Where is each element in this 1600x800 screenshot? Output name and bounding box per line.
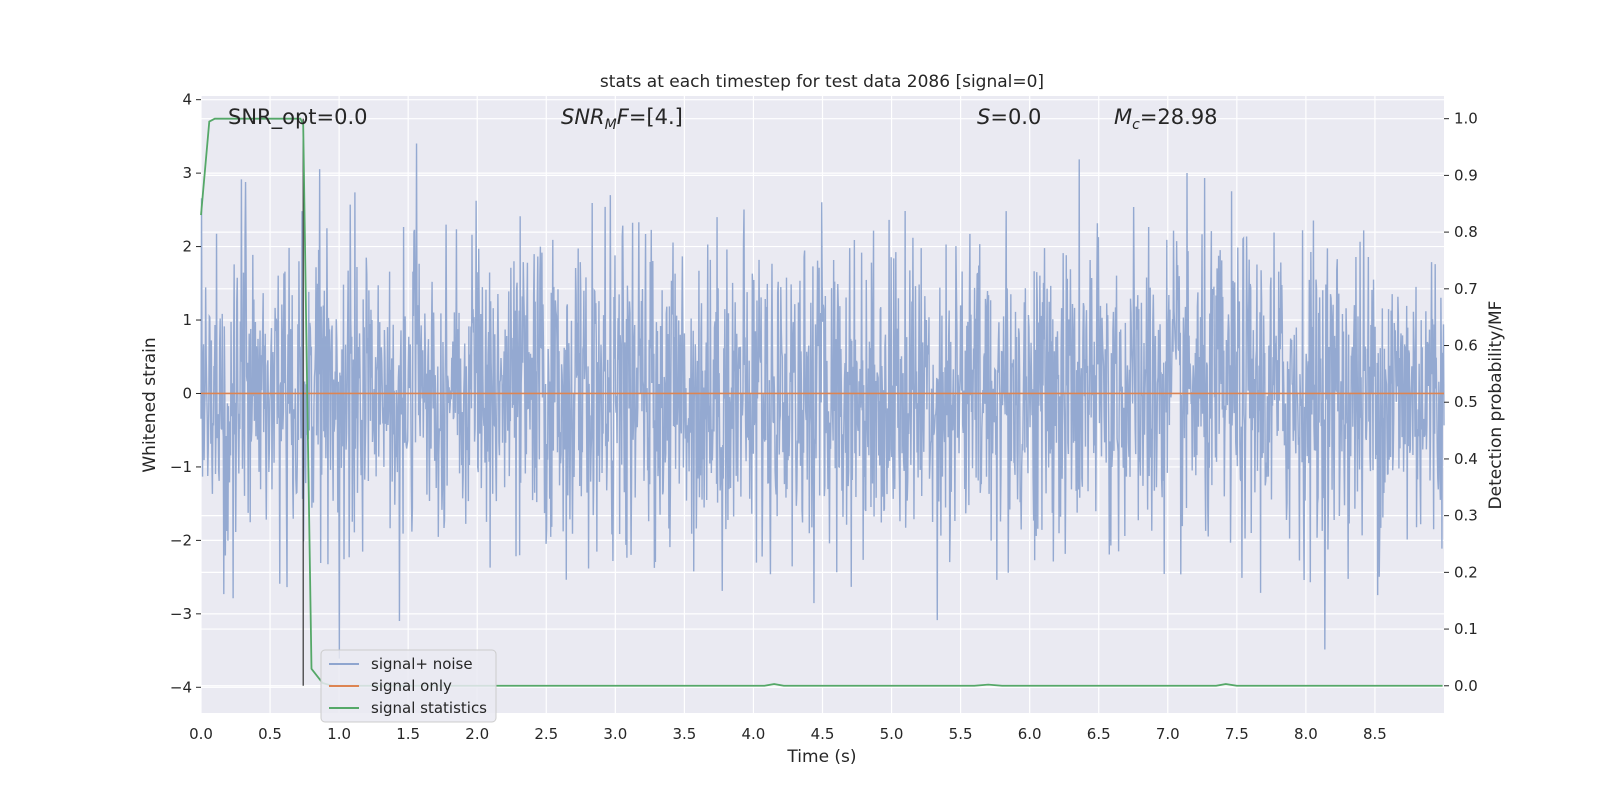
y2-tick-label: 0.0 (1454, 677, 1478, 695)
y2-tick-label: 0.9 (1454, 166, 1478, 184)
y2-tick-label: 0.5 (1454, 393, 1478, 411)
snr-mf-main: SNR (561, 105, 605, 129)
y2-tick-label: 0.6 (1454, 337, 1478, 355)
snr-mf-annotation: SNRMF=[4.] (561, 105, 683, 133)
snr-mf-sub: M (605, 117, 617, 133)
x-tick-label: 1.0 (327, 725, 351, 743)
legend-label-stats: signal statistics (371, 699, 487, 717)
snr-mf-rest: =[4.] (629, 105, 683, 129)
y-tick-label: −2 (170, 531, 192, 549)
legend: signal+ noise signal only signal statist… (320, 649, 497, 723)
x-tick-label: 3.5 (672, 725, 696, 743)
y2-axis-label: Detection probability/MF (1486, 301, 1506, 510)
x-tick-label: 5.5 (949, 725, 973, 743)
x-tick-label: 8.0 (1294, 725, 1318, 743)
x-tick-label: 7.5 (1225, 725, 1249, 743)
y2-tick-label: 1.0 (1454, 110, 1478, 128)
s-rest: =0.0 (990, 105, 1041, 129)
y-tick-label: 3 (182, 164, 192, 182)
signal-noise-path (200, 143, 1445, 659)
legend-label-noise: signal+ noise (371, 655, 473, 673)
snr-opt-annotation: SNR_opt=0.0 (228, 105, 368, 130)
y-tick-label: −3 (170, 605, 192, 623)
x-tick-label: 2.5 (534, 725, 558, 743)
s-annotation: S=0.0 (977, 105, 1041, 129)
mc-sub: c (1132, 117, 1140, 133)
legend-box (320, 649, 497, 723)
y2-tick-label: 0.7 (1454, 280, 1478, 298)
signal-noise-series (200, 143, 1445, 659)
x-axis-ticks: 0.0 0.5 1.0 1.5 2.0 2.5 3.0 3.5 4.0 4.5 5.0 5.5 6.0 6… (189, 725, 1387, 743)
snr-mf-rest-italic: F (617, 105, 630, 129)
mc-annotation: Mc=28.98 (1114, 105, 1218, 133)
mc-main: M (1114, 105, 1132, 129)
y-axis-label: Whitened strain (140, 337, 160, 472)
x-tick-label: 4.5 (811, 725, 835, 743)
x-tick-label: 0.5 (258, 725, 282, 743)
y-tick-label: 1 (182, 311, 192, 329)
chart-title: stats at each timestep for test data 208… (600, 72, 1044, 92)
y2-tick-label: 0.1 (1454, 620, 1478, 638)
x-tick-label: 5.0 (880, 725, 904, 743)
y2-tick-label: 0.3 (1454, 507, 1478, 525)
mc-rest: =28.98 (1140, 105, 1218, 129)
y-tick-label: −4 (170, 678, 192, 696)
x-tick-label: 7.0 (1156, 725, 1180, 743)
x-tick-label: 6.0 (1018, 725, 1042, 743)
y-tick-label: −1 (170, 458, 192, 476)
y2-axis-ticks: 1.0 0.9 0.8 0.7 0.6 0.5 0.4 0.3 0.2 0.1 0.0 (1444, 110, 1478, 695)
y-tick-label: 4 (182, 91, 192, 109)
x-tick-label: 6.5 (1087, 725, 1111, 743)
y-axis-ticks: 4 3 2 1 0 −1 −2 −3 −4 (170, 91, 201, 696)
x-tick-label: 3.0 (603, 725, 627, 743)
legend-label-signal: signal only (371, 677, 452, 695)
y-tick-label: 0 (182, 384, 192, 402)
y2-tick-label: 0.4 (1454, 450, 1478, 468)
y-tick-label: 2 (182, 238, 192, 256)
x-axis-label: Time (s) (786, 747, 856, 767)
x-tick-label: 8.5 (1363, 725, 1387, 743)
x-tick-label: 2.0 (465, 725, 489, 743)
signal-statistics-series (200, 117, 1443, 687)
s-main: S (977, 105, 990, 129)
y2-tick-label: 0.8 (1454, 223, 1478, 241)
x-tick-label: 1.5 (396, 725, 420, 743)
x-tick-label: 4.0 (742, 725, 766, 743)
x-tick-label: 0.0 (189, 725, 213, 743)
y2-tick-label: 0.2 (1454, 563, 1478, 581)
